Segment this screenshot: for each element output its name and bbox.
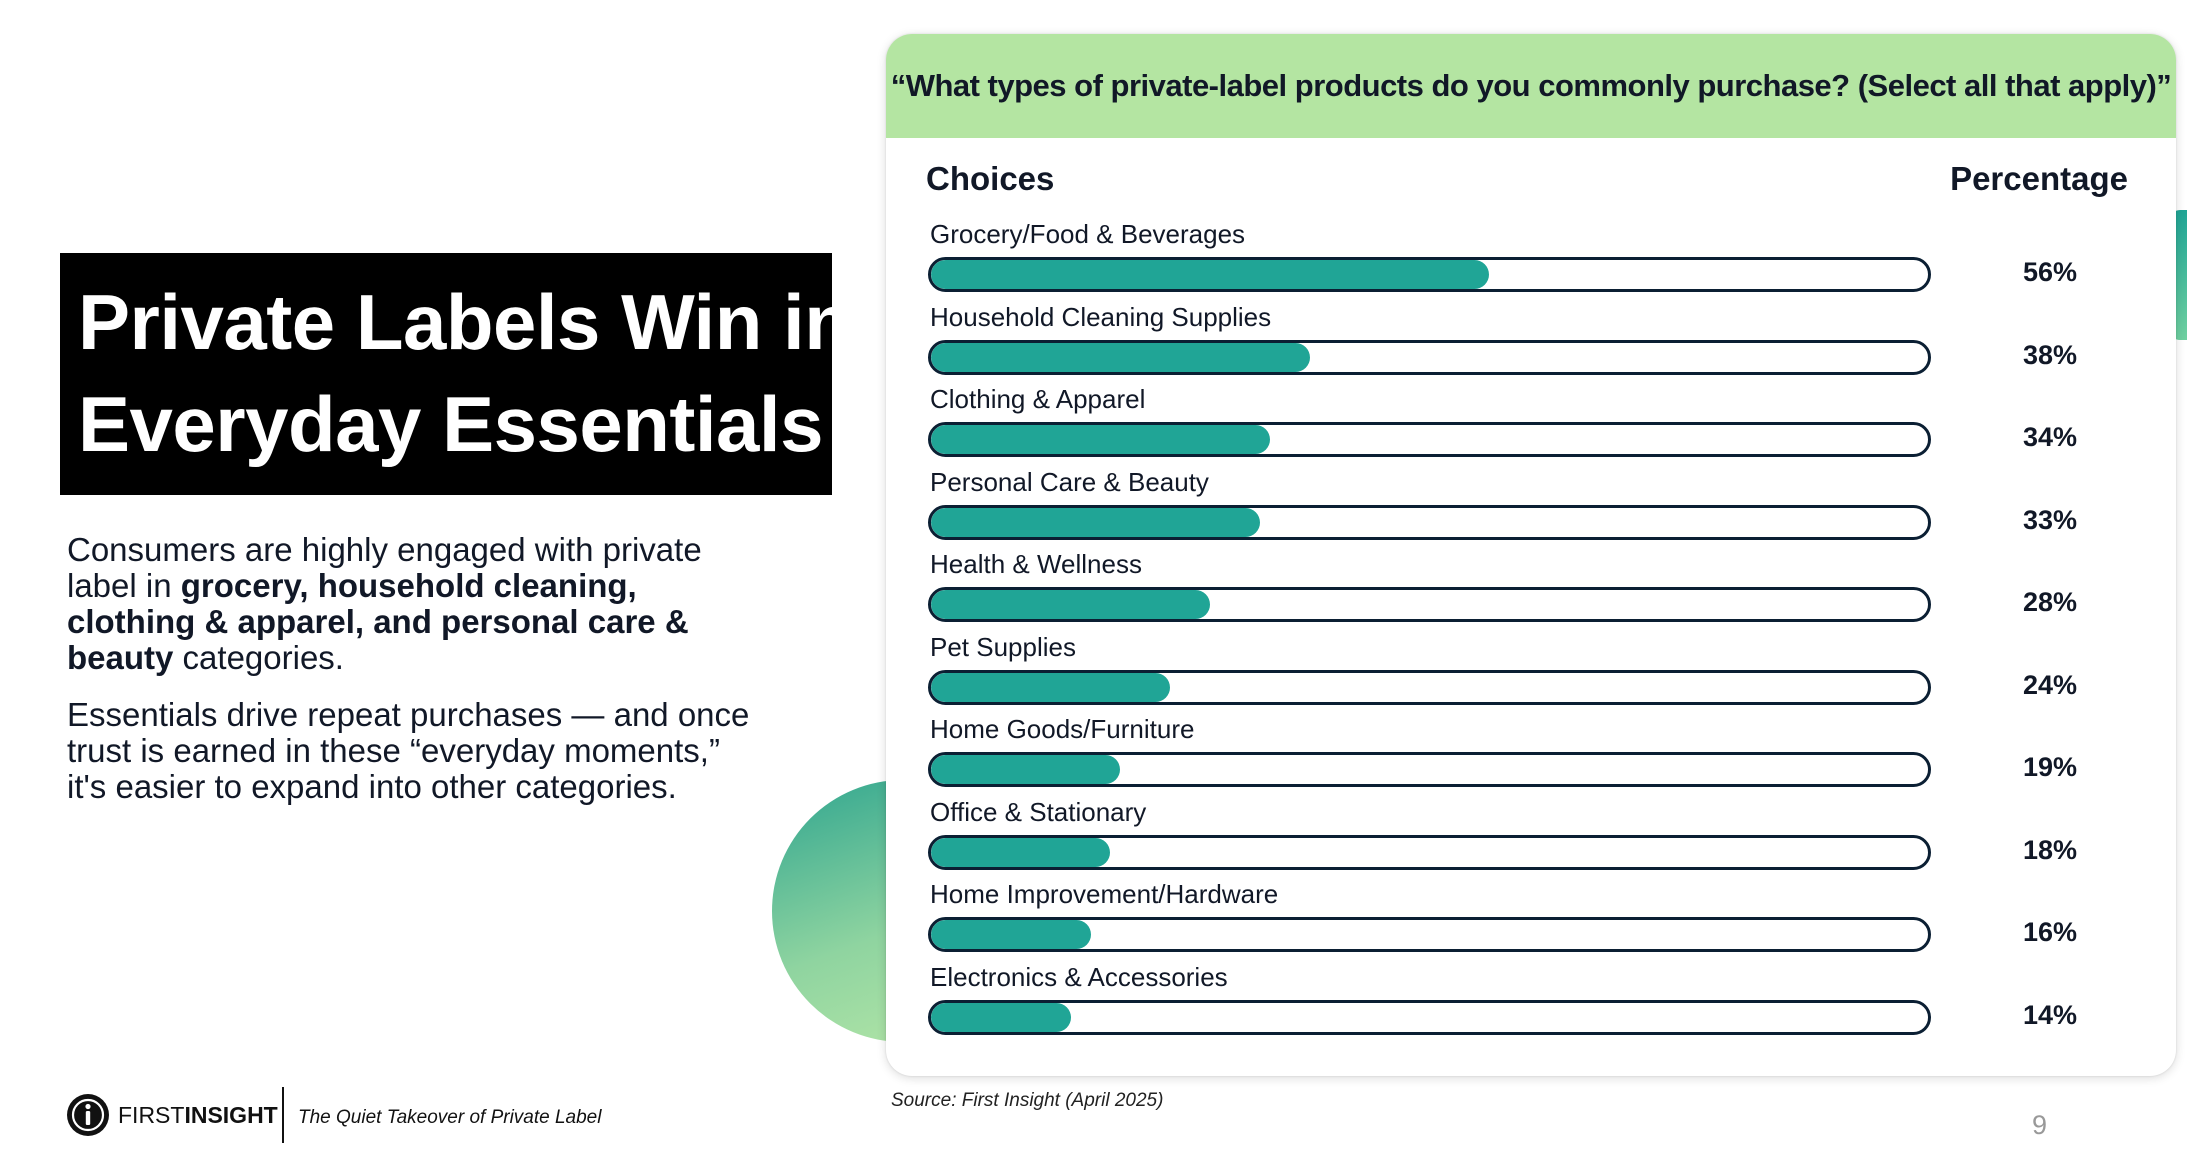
bar-track (928, 504, 1931, 540)
bar-row: Pet Supplies 24% (886, 632, 2176, 712)
bar-value-label: 18% (2022, 834, 2078, 865)
bar-track (928, 587, 1931, 622)
title-line-2: Everyday Essentials (78, 380, 823, 468)
bar-track (928, 422, 1931, 457)
bar-row: Clothing & Apparel 34% (886, 384, 2176, 464)
first-insight-logo-icon (67, 1094, 109, 1136)
bar-fill (931, 837, 1111, 867)
chart-title: “What types of private-label products do… (890, 68, 2172, 103)
bar-category-label: Home Goods/Furniture (930, 714, 1195, 744)
para1-lead: Consumers are highly engaged with privat… (67, 531, 702, 604)
logo-word-first: FIRST (118, 1102, 185, 1128)
logo-wordmark: FIRSTINSIGHT (118, 1102, 278, 1129)
chart-header: “What types of private-label products do… (886, 34, 2176, 138)
percentage-column-header: Percentage (1950, 160, 2128, 197)
bar-value-label: 56% (2022, 257, 2078, 287)
bar-category-label: Office & Stationary (930, 796, 1147, 827)
bar-category-label: Clothing & Apparel (930, 384, 1146, 414)
bar-track (928, 257, 1931, 292)
bar-track (928, 339, 1931, 375)
bar-fill (931, 507, 1260, 537)
bar-row: Office & Stationary 18% (886, 797, 2176, 877)
bar-value-label: 14% (2022, 999, 2078, 1030)
bar-track (928, 752, 1931, 787)
slide-title: Private Labels Win in Everyday Essential… (60, 253, 852, 495)
para1-bold: grocery, household cleaning, clothing & … (67, 567, 689, 676)
footer-tagline: The Quiet Takeover of Private Label (298, 1107, 602, 1128)
bar-fill (931, 260, 1490, 289)
bar-row: Electronics & Accessories 14% (886, 962, 2176, 1042)
bar-fill (931, 590, 1211, 619)
bar-value-label: 24% (2022, 669, 2078, 700)
choices-column-header: Choices (926, 160, 1055, 197)
bar-fill (931, 1002, 1071, 1032)
bar-row: Home Improvement/Hardware 16% (886, 879, 2176, 959)
bar-value-label: 38% (2022, 339, 2078, 370)
bar-category-label: Electronics & Accessories (930, 961, 1228, 992)
bar-fill (931, 425, 1270, 454)
bar-category-label: Personal Care & Beauty (930, 466, 1209, 497)
page-number: 9 (2032, 1110, 2048, 1140)
bar-track (928, 834, 1931, 870)
bar-fill (931, 342, 1310, 372)
title-line-1: Private Labels Win in (78, 278, 852, 366)
bar-value-label: 33% (2022, 504, 2078, 535)
para1-tail: categories. (173, 639, 344, 676)
bar-value-label: 19% (2022, 752, 2078, 782)
bar-row: Health & Wellness 28% (886, 549, 2176, 629)
body-paragraph-2: Essentials drive repeat purchases — and … (67, 696, 750, 805)
logo-word-insight: INSIGHT (184, 1102, 278, 1128)
bar-value-label: 34% (2022, 422, 2078, 452)
bar-category-label: Home Improvement/Hardware (930, 879, 1279, 909)
bar-fill (931, 755, 1121, 784)
bar-row: Personal Care & Beauty 33% (886, 467, 2176, 547)
bar-value-label: 16% (2022, 917, 2078, 947)
chart-card: “What types of private-label products do… (886, 34, 2176, 1076)
bar-fill (931, 920, 1091, 949)
bar-category-label: Pet Supplies (930, 631, 1076, 662)
bar-row: Grocery/Food & Beverages 56% (886, 219, 2176, 299)
bar-category-label: Household Cleaning Supplies (930, 301, 1272, 332)
source-note: Source: First Insight (April 2025) (891, 1090, 1164, 1111)
bar-track (928, 917, 1931, 952)
bar-row: Home Goods/Furniture 19% (886, 714, 2176, 794)
bar-fill (931, 672, 1171, 702)
bar-track (928, 999, 1931, 1035)
bar-category-label: Health & Wellness (930, 549, 1142, 579)
bar-track (928, 669, 1931, 705)
bar-value-label: 28% (2022, 587, 2078, 617)
bar-row: Household Cleaning Supplies 38% (886, 302, 2176, 382)
body-paragraph-1: Consumers are highly engaged with privat… (67, 532, 767, 676)
bar-category-label: Grocery/Food & Beverages (930, 219, 1246, 249)
footer-divider (282, 1087, 284, 1143)
